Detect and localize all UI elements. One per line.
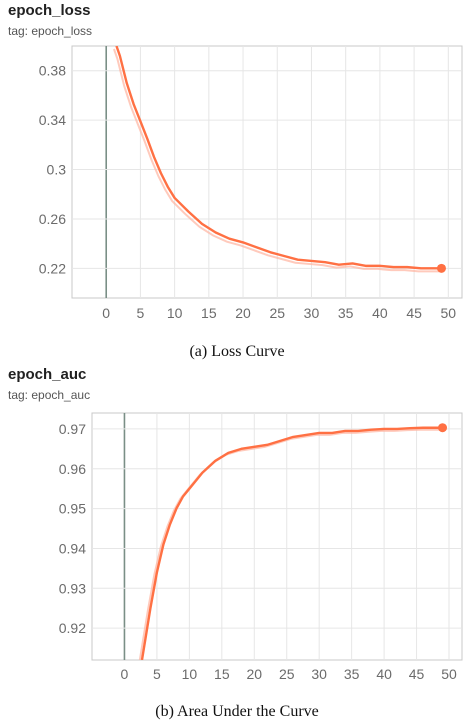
- x-tick-label: 0: [121, 666, 129, 682]
- y-tick-label: 0.97: [59, 421, 86, 437]
- x-tick-label: 45: [409, 666, 425, 682]
- chart-title: epoch_loss: [8, 2, 91, 19]
- figure-caption: (a) Loss Curve: [189, 343, 285, 360]
- x-tick-label: 45: [406, 305, 422, 321]
- plot-frame: [91, 412, 463, 661]
- x-tick-label: 50: [441, 305, 457, 321]
- x-tick-label: 30: [304, 305, 320, 321]
- x-tick-label: 25: [269, 305, 285, 321]
- y-tick-label: 0.92: [59, 620, 86, 636]
- plot-frame: [71, 45, 463, 299]
- series-end-point: [436, 263, 446, 273]
- chart-tag: tag: epoch_loss: [8, 24, 93, 38]
- x-tick-label: 5: [137, 305, 145, 321]
- y-tick-label: 0.96: [59, 461, 86, 477]
- loss-chart: 0 5 10 15 20 25 30 35 40 45 50 0.22 0.26 0.3 0.34 0.38: [39, 45, 463, 321]
- x-tick-label: 15: [214, 666, 230, 682]
- series-line: [115, 46, 442, 270]
- x-tick-label: 30: [311, 666, 327, 682]
- y-tick-label: 0.38: [39, 63, 66, 79]
- x-tick-label: 40: [376, 666, 392, 682]
- x-tick-label: 35: [338, 305, 354, 321]
- series-line: [140, 426, 443, 660]
- x-tick-label: 10: [167, 305, 183, 321]
- x-tick-label: 10: [182, 666, 198, 682]
- x-tick-label: 25: [279, 666, 295, 682]
- chart-tag: tag: epoch_auc: [8, 388, 91, 402]
- y-tick-label: 0.34: [39, 112, 66, 128]
- y-tick-label: 0.26: [39, 211, 66, 227]
- y-tick-label: 0.93: [59, 580, 86, 596]
- x-tick-label: 35: [344, 666, 360, 682]
- x-tick-label: 40: [372, 305, 388, 321]
- series-line-raw: [113, 48, 439, 273]
- chart-title: epoch_auc: [8, 366, 87, 383]
- x-tick-label: 50: [441, 666, 457, 682]
- y-tick-label: 0.95: [59, 501, 86, 517]
- x-tick-label: 20: [235, 305, 251, 321]
- x-tick-label: 20: [246, 666, 262, 682]
- y-tick-label: 0.3: [47, 162, 67, 178]
- y-tick-label: 0.94: [59, 540, 86, 556]
- y-tick-label: 0.22: [39, 260, 66, 276]
- series-line-raw: [138, 428, 441, 660]
- figure-caption: (b) Area Under the Curve: [155, 703, 319, 720]
- series-end-point: [438, 423, 448, 433]
- x-tick-label: 0: [102, 305, 110, 321]
- x-tick-label: 15: [201, 305, 217, 321]
- x-tick-label: 5: [153, 666, 161, 682]
